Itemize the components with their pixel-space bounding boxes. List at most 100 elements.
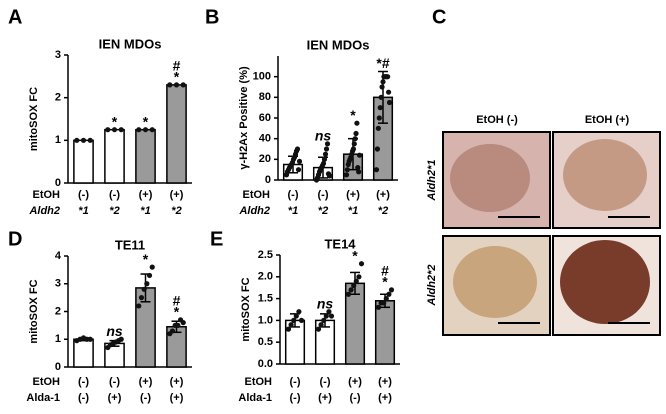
tissue <box>450 144 530 212</box>
data-point <box>381 300 387 306</box>
data-point <box>386 291 392 297</box>
data-point <box>343 172 350 178</box>
bar <box>73 139 94 184</box>
x-tick-label: (+) <box>170 392 184 404</box>
data-point <box>173 82 180 88</box>
data-point <box>144 281 150 287</box>
significance-label: * <box>143 113 149 129</box>
x-tick-label: *1 <box>140 205 150 217</box>
y-tick-label: 1 <box>55 333 61 345</box>
data-point <box>326 309 332 315</box>
data-point <box>111 127 118 133</box>
data-point <box>180 82 186 88</box>
y-tick-label: 3 <box>55 278 61 290</box>
x-tick-label: (-) <box>78 392 89 404</box>
data-point <box>326 173 333 179</box>
data-point <box>354 120 360 126</box>
y-tick-label: 0 <box>265 174 271 186</box>
x-tick-label: (+) <box>108 392 122 404</box>
x-tick-label: (+) <box>170 376 184 388</box>
x-row-label: EtOH <box>33 376 61 388</box>
y-tick-label: 1.0 <box>258 314 273 326</box>
data-point <box>320 160 327 167</box>
data-point <box>288 322 294 328</box>
x-tick-label: (-) <box>318 189 329 201</box>
data-point <box>118 127 124 133</box>
y-tick-label: 1.5 <box>258 293 273 305</box>
panel-letter: A <box>8 6 22 28</box>
x-tick-label: *1 <box>288 205 298 217</box>
bar <box>135 128 156 184</box>
x-tick-label: (+) <box>348 376 362 388</box>
data-point <box>348 287 354 293</box>
x-row-label: EtOH <box>245 376 273 388</box>
panel-letter: D <box>8 228 22 250</box>
data-point <box>376 115 382 121</box>
data-point <box>385 74 391 80</box>
data-point <box>356 274 362 280</box>
data-point <box>149 264 155 270</box>
x-row-label: Alda-1 <box>238 392 272 404</box>
data-point <box>146 272 153 279</box>
data-point <box>321 317 327 323</box>
data-point <box>87 137 93 143</box>
y-tick-label: 3 <box>55 49 61 61</box>
x-tick-label: (-) <box>290 376 301 388</box>
significance-label: *# <box>376 55 389 71</box>
y-axis-label: γ-H2Ax Positive (%) <box>238 66 250 170</box>
x-row-label: EtOH <box>243 189 271 201</box>
bar <box>374 300 396 365</box>
data-point <box>80 137 87 143</box>
x-tick-label: (-) <box>78 376 89 388</box>
data-point <box>353 278 359 284</box>
x-tick-label: (-) <box>290 392 301 404</box>
y-tick-label: 20 <box>259 153 271 165</box>
x-tick-label: (-) <box>350 392 361 404</box>
data-point <box>377 105 383 111</box>
x-tick-label: *2 <box>109 205 119 217</box>
significance-label: # <box>381 263 389 279</box>
significance-label: * <box>350 107 356 123</box>
data-point <box>379 84 385 90</box>
x-tick-label: (+) <box>139 376 153 388</box>
data-point <box>87 336 93 342</box>
y-tick-label: 2 <box>55 92 61 104</box>
x-tick-label: (+) <box>378 392 392 404</box>
data-point <box>373 167 380 173</box>
panel-letter: B <box>205 6 219 28</box>
data-point <box>344 167 350 173</box>
significance-label: ns <box>106 323 123 339</box>
data-point <box>353 130 359 137</box>
x-row-label: Aldh2 <box>28 205 60 217</box>
y-tick-label: 40 <box>259 133 271 145</box>
data-point <box>375 125 381 131</box>
data-point <box>322 151 329 157</box>
x-tick-label: *1 <box>348 205 358 217</box>
data-point <box>169 328 176 334</box>
data-point <box>318 322 324 328</box>
tissue <box>560 240 650 324</box>
y-tick-label: 0.0 <box>258 358 273 370</box>
data-point <box>321 156 328 162</box>
x-tick-label: (+) <box>139 189 153 201</box>
data-point <box>383 296 389 302</box>
x-tick-label: (-) <box>288 189 299 201</box>
data-point <box>388 287 395 293</box>
chart-title: IEN MDOs <box>99 36 162 51</box>
data-point <box>356 169 362 175</box>
data-point <box>74 137 80 143</box>
x-tick-label: (+) <box>378 376 392 388</box>
data-point <box>285 326 292 332</box>
y-tick-label: 1 <box>55 134 61 146</box>
significance-label: ns <box>315 128 332 144</box>
y-tick-label: 0.5 <box>258 336 273 348</box>
significance-label: * <box>352 247 358 263</box>
x-row-label: EtOH <box>33 189 61 201</box>
x-tick-label: (-) <box>109 189 120 201</box>
row-label: Aldh2*2 <box>426 265 438 307</box>
x-tick-label: (+) <box>170 189 184 201</box>
x-row-label: Alda-1 <box>26 392 60 404</box>
x-row-label: Aldh2 <box>238 205 270 217</box>
significance-label: * <box>174 69 180 85</box>
data-point <box>296 158 303 164</box>
